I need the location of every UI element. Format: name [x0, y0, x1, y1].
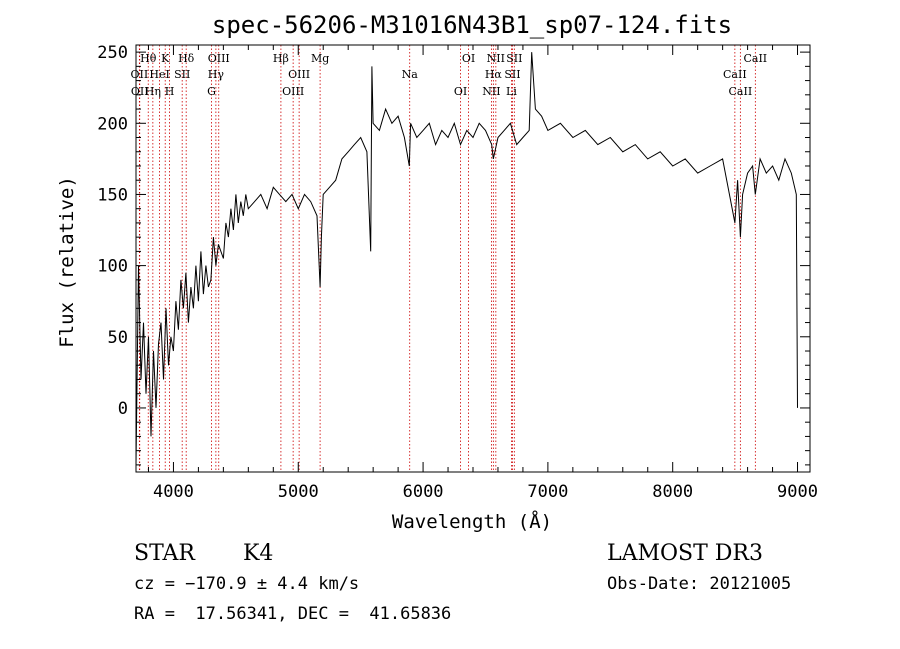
line-marker-label-23: Li	[506, 85, 517, 98]
x-tick-label-5000: 5000	[278, 482, 319, 502]
axes-frame	[135, 44, 811, 473]
y-tick-label-50: 50	[108, 328, 128, 348]
line-marker-label-1: OII	[131, 68, 149, 81]
line-marker-label-11: G	[207, 85, 216, 98]
y-axis-label: Flux (relative)	[56, 176, 78, 348]
line-marker-label-2: OII	[131, 85, 149, 98]
line-marker-label-22: SII	[504, 68, 520, 81]
line-marker-label-27: CaII	[743, 52, 767, 65]
x-axis-label: Wavelength (Å)	[392, 510, 552, 533]
obs-date-label: Obs-Date: 20121005	[607, 574, 791, 594]
y-tick-label-250: 250	[97, 43, 128, 63]
line-marker-label-3: K	[161, 52, 170, 65]
line-marker-label-13: OIII	[288, 68, 310, 81]
y-tick-label-150: 150	[97, 185, 128, 205]
subclass-label: K4	[243, 541, 273, 566]
line-marker-label-10: Hγ	[208, 68, 225, 81]
spectrum-line-flux	[135, 52, 798, 465]
line-marker-label-6: Hδ	[178, 52, 195, 65]
line-marker-label-0: Hθ	[140, 52, 157, 65]
line-marker-label-20: NII	[482, 85, 500, 98]
y-tick-label-200: 200	[97, 114, 128, 134]
cz-label: cz = −170.9 ± 4.4 km/s	[134, 574, 359, 594]
line-marker-label-24: SII	[506, 52, 522, 65]
x-tick-label-6000: 6000	[403, 482, 444, 502]
survey-label: LAMOST DR3	[607, 541, 763, 566]
x-tick-label-9000: 9000	[777, 482, 818, 502]
line-marker-label-19: Hα	[485, 68, 503, 81]
x-tick-label-7000: 7000	[527, 482, 568, 502]
object-class-label: STAR	[134, 541, 196, 566]
line-marker-label-5: Hη	[145, 85, 161, 98]
line-marker-label-7: SII	[174, 68, 190, 81]
line-marker-label-4: HeI	[149, 68, 169, 81]
coords-label: RA = 17.56341, DEC = 41.65836	[134, 604, 451, 624]
x-tick-label-4000: 4000	[153, 482, 194, 502]
plot-area: HθOIIOIIKHeIHηHδSIIHOIIIHγGHβOIIIOIIIMgN…	[97, 43, 818, 502]
line-marker-label-21: NII	[487, 52, 505, 65]
line-marker-label-18: OI	[462, 52, 475, 65]
line-marker-label-9: OIII	[208, 52, 230, 65]
line-marker-label-16: Na	[402, 68, 419, 81]
chart-title: spec-56206-M31016N43B1_sp07-124.fits	[212, 11, 732, 39]
y-tick-label-0: 0	[118, 399, 128, 419]
line-marker-label-25: CaII	[723, 68, 747, 81]
y-tick-label-100: 100	[97, 257, 128, 277]
line-marker-label-15: Mg	[311, 52, 329, 65]
line-marker-label-17: OI	[454, 85, 467, 98]
line-marker-label-8: H	[165, 85, 175, 98]
line-marker-label-12: Hβ	[273, 52, 289, 65]
line-marker-label-14: OIII	[282, 85, 304, 98]
line-marker-label-26: CaII	[729, 85, 753, 98]
x-tick-label-8000: 8000	[652, 482, 693, 502]
